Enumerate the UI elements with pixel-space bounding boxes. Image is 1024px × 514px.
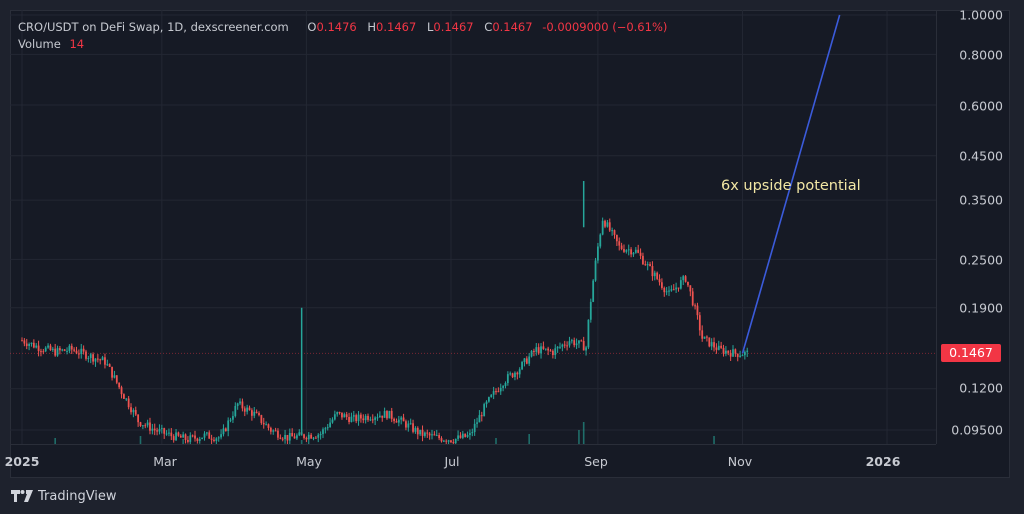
- time-axis[interactable]: 2025 Mar May Jul Sep Nov 2026: [5, 444, 936, 478]
- chart-legend: CRO/USDT on DeFi Swap, 1D, dexscreener.c…: [18, 19, 667, 53]
- y-tick: 1.0000: [959, 7, 1003, 23]
- x-tick: Mar: [153, 454, 177, 469]
- close-label: C: [484, 20, 493, 34]
- y-tick: 0.2500: [959, 252, 1003, 268]
- legend-volume-row: Volume 14: [18, 36, 667, 53]
- x-tick: 2026: [865, 454, 901, 469]
- y-tick: 0.6000: [959, 98, 1003, 114]
- candlestick-chart[interactable]: [10, 10, 936, 444]
- x-tick: 2025: [4, 454, 40, 469]
- x-tick: Nov: [727, 454, 753, 469]
- legend-main-row: CRO/USDT on DeFi Swap, 1D, dexscreener.c…: [18, 19, 667, 36]
- x-tick: May: [296, 454, 322, 469]
- change-value: -0.0009000 (−0.61%): [542, 20, 668, 34]
- volume-label[interactable]: Volume: [18, 37, 61, 51]
- brand-label: TradingView: [38, 488, 117, 504]
- y-tick: 0.3500: [959, 192, 1003, 208]
- y-tick: 0.8000: [959, 47, 1003, 63]
- tradingview-brand[interactable]: TradingView: [11, 487, 117, 505]
- x-tick: Sep: [584, 454, 608, 469]
- price-axis[interactable]: 1.0000 0.8000 0.6000 0.4500 0.3500 0.250…: [936, 7, 1011, 444]
- volume-value: 14: [69, 37, 85, 51]
- high-label: H: [367, 20, 377, 34]
- x-tick: Jul: [444, 454, 460, 469]
- current-price-tag: 0.1467: [941, 344, 1001, 362]
- close-value: 0.1467: [492, 20, 533, 34]
- symbol-label[interactable]: CRO/USDT on DeFi Swap, 1D, dexscreener.c…: [18, 20, 289, 34]
- low-value: 0.1467: [433, 20, 474, 34]
- y-tick: 0.1200: [959, 380, 1003, 396]
- chart-panel: [10, 10, 1010, 478]
- upside-annotation[interactable]: 6x upside potential: [721, 178, 861, 194]
- y-tick: 0.1900: [959, 300, 1003, 316]
- high-value: 0.1467: [376, 20, 417, 34]
- chart-plot-area[interactable]: [10, 10, 936, 444]
- tradingview-logo-icon: [11, 490, 33, 502]
- y-tick: 0.4500: [959, 148, 1003, 164]
- y-tick: 0.09500: [951, 422, 1003, 438]
- low-label: L: [426, 20, 434, 34]
- open-label: O: [307, 20, 317, 34]
- open-value: 0.1476: [316, 20, 357, 34]
